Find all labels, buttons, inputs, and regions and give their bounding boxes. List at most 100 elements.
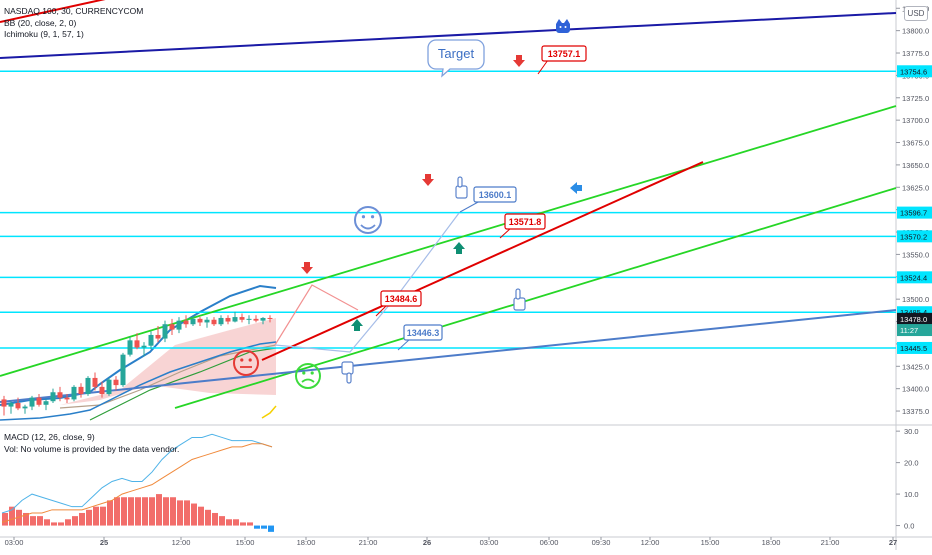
projection-path-blue <box>274 212 460 353</box>
candle-body <box>15 402 21 409</box>
up-arrow-icon <box>453 242 465 254</box>
price-tick-label: 13775.0 <box>902 49 929 58</box>
macd-histogram-bar <box>233 519 239 526</box>
callout-pointer <box>375 304 388 317</box>
cat-icon-head <box>556 19 570 33</box>
candle-body <box>92 377 98 387</box>
time-tick-label: 21:00 <box>821 538 840 547</box>
up-arrow-icon-shape <box>351 319 363 331</box>
macd-histogram-bar <box>184 500 190 526</box>
price-tick-label: 13425.0 <box>902 362 929 371</box>
macd-histogram-bar <box>128 497 134 526</box>
happy-face-icon-outline <box>354 206 382 234</box>
callout-box <box>380 290 422 307</box>
candle-body <box>232 317 238 322</box>
time-tick-label: 06:00 <box>540 538 559 547</box>
price-tick-label: 13375.0 <box>902 407 929 416</box>
macd-histogram-bar <box>142 497 148 526</box>
candle-body <box>22 406 28 409</box>
price-badge-label: 13445.5 <box>900 344 927 353</box>
macd-histogram-bar <box>16 509 22 526</box>
candle-body <box>169 324 175 330</box>
red-corner-trendline <box>0 0 106 23</box>
candle-body <box>57 392 63 398</box>
macd-histogram-bar <box>170 497 176 526</box>
price-tick-label: 13725.0 <box>902 94 929 103</box>
time-tick-label: 12:00 <box>641 538 660 547</box>
candle-body <box>267 317 273 319</box>
price-tick-label: 13500.0 <box>902 295 929 304</box>
candle-body <box>155 334 161 339</box>
macd-histogram-bar <box>100 506 106 526</box>
candle-body <box>239 317 245 320</box>
happy-face-icon <box>354 206 382 234</box>
candle-body <box>50 392 56 402</box>
candle-body <box>85 377 91 395</box>
pointing-hand-icon-palm <box>513 297 526 311</box>
price-badges: 13754.6 13596.7 13570.2 13524.4 13485.413478… <box>897 65 932 354</box>
price-tick-label: 13800.0 <box>902 27 929 36</box>
macd-histogram-bar <box>177 500 183 526</box>
navy-trendline <box>0 12 897 59</box>
happy-face-icon-eye <box>361 215 366 219</box>
macd-histogram-bar <box>65 519 71 526</box>
candle-body <box>218 317 224 325</box>
candle-body <box>71 386 77 400</box>
neutral-face-icon-eye <box>248 358 252 362</box>
price-callout: 13446.3 <box>397 324 443 351</box>
price-callout: 13757.1 <box>537 45 587 75</box>
candle-body <box>113 379 119 386</box>
currency-button[interactable]: USD <box>904 6 928 21</box>
projection-path-red <box>274 284 359 346</box>
price-badge-label: 13485.4 <box>900 308 927 317</box>
macd-histogram-bar <box>121 497 127 526</box>
price-badge <box>897 230 932 243</box>
price-tick-label: 13400.0 <box>902 385 929 394</box>
price-badge-label: 13478.0 <box>900 315 927 324</box>
callout-pointer <box>459 200 481 213</box>
time-tick-label: 09:30 <box>592 538 611 547</box>
candle-body <box>197 318 203 323</box>
price-badge <box>897 312 932 325</box>
macd-tick-label: 20.0 <box>904 459 919 468</box>
candle-body <box>36 397 42 405</box>
up-arrow-icon-shape <box>453 242 465 254</box>
callout-pointer <box>537 59 549 75</box>
macd-histogram-bar <box>156 494 162 526</box>
macd-histogram-bar <box>240 522 246 526</box>
price-callout: 13484.6 <box>375 290 422 317</box>
callout-box <box>473 186 517 203</box>
symbol-legend[interactable]: NASDAQ 100, 30, CURRENCYCOM <box>4 6 144 16</box>
down-arrow-icon-shape <box>513 55 525 67</box>
price-badge-label: 13596.7 <box>900 209 927 218</box>
macd-legend[interactable]: MACD (12, 26, close, 9) <box>4 432 95 442</box>
candle-body <box>211 319 217 325</box>
price-badge <box>897 341 932 354</box>
pointing-hand-icon <box>513 288 526 311</box>
macd-histogram-bar <box>198 506 204 526</box>
candle-body <box>204 319 210 323</box>
bb-legend[interactable]: BB (20, close, 2, 0) <box>4 18 77 28</box>
macd-histogram-bar <box>191 503 197 526</box>
macd-histogram-bar <box>30 516 36 526</box>
macd-histogram-bar <box>163 497 169 526</box>
time-tick-label: 27 <box>889 538 897 547</box>
macd-tick-label: 0.0 <box>904 522 914 531</box>
candle-body <box>260 317 266 321</box>
macd-histogram-bar <box>219 516 225 526</box>
ichimoku-base <box>89 347 277 421</box>
callout-label: 13571.8 <box>509 217 542 227</box>
down-arrow-icon <box>513 55 525 67</box>
macd-tick-label: 10.0 <box>904 490 919 499</box>
ichimoku-legend[interactable]: Ichimoku (9, 1, 57, 1) <box>4 29 84 39</box>
price-badge-label: 11:27 <box>900 326 918 335</box>
price-tick-label: 13675.0 <box>902 139 929 148</box>
bb-lower <box>0 341 277 421</box>
macd-tick-label: 30.0 <box>904 427 919 436</box>
macd-histogram-bar <box>86 509 92 526</box>
vol-legend: Vol: No volume is provided by the data v… <box>4 444 180 454</box>
price-badge <box>897 271 932 284</box>
price-badge-label: 13754.6 <box>900 67 927 76</box>
